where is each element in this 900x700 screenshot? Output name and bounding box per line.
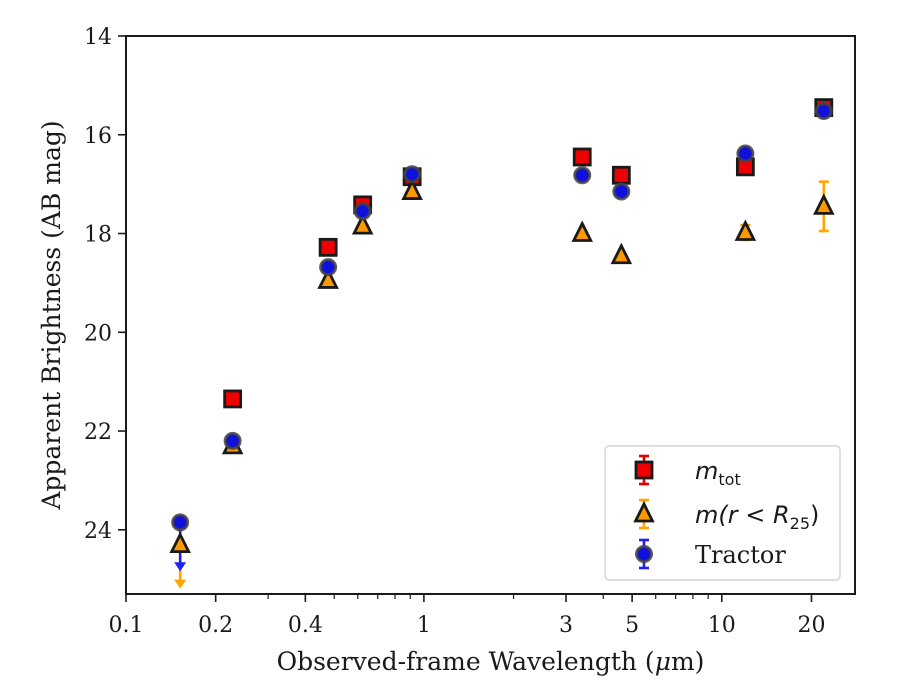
x-tick-label: 0.1 [109, 613, 144, 638]
y-tick-label: 14 [84, 25, 112, 50]
data-point-square [318, 237, 338, 257]
upper-limit-head [174, 579, 187, 589]
data-point-square [611, 165, 631, 185]
x-tick-label: 5 [625, 613, 639, 638]
x-tick-label: 10 [708, 613, 736, 638]
legend-label: m(r < R25) [695, 501, 819, 533]
legend-label-tail: ) [810, 501, 819, 529]
data-point-circle [403, 165, 422, 184]
legend-label: mtot [695, 457, 741, 489]
upper-limit-head [174, 562, 187, 572]
y-axis-label: Apparent Brightness (AB mag) [37, 120, 66, 510]
y-tick-label: 18 [84, 223, 112, 248]
data-point-triangle [351, 212, 374, 235]
data-point-triangle [401, 178, 423, 200]
series-square [223, 98, 834, 409]
data-point-circle [573, 166, 592, 185]
axes: 0.1 0.2 0.4 1 3 5 10 20 14 16 18 20 22 24 [84, 25, 825, 638]
legend-entry: mtot [634, 454, 741, 489]
x-axis-label-part: Observed-frame Wavelength ( [277, 647, 655, 676]
y-tick-label: 24 [84, 519, 112, 544]
legend: mtot m(r < R25) Tractor [604, 445, 841, 581]
data-point-triangle [169, 531, 191, 554]
x-axis-label-greek: μ [655, 647, 671, 676]
data-point-triangle [734, 219, 757, 241]
x-tick-label: 0.4 [288, 613, 323, 638]
legend-label-main: m [695, 457, 718, 485]
x-tick-label: 20 [797, 613, 825, 638]
data-point-triangle [317, 267, 339, 289]
data-point-circle [353, 202, 372, 221]
x-axis-label-part: m) [671, 647, 704, 676]
legend-marker-triangle [633, 500, 655, 523]
data-point-circle [814, 102, 833, 121]
data-point-triangle [571, 220, 593, 242]
legend-label-subscript: 25 [790, 514, 810, 533]
data-point-circle [319, 258, 338, 277]
data-point-circle [171, 513, 190, 532]
y-tick-label: 16 [84, 124, 112, 149]
data-point-triangle [610, 242, 633, 265]
data-point-circle [223, 431, 242, 450]
data-point-square [572, 147, 592, 167]
legend-entry: m(r < R25) [633, 498, 819, 533]
data-point-circle [612, 182, 631, 201]
x-tick-label: 0.2 [198, 613, 233, 638]
legend-label-main: m(r < R [695, 501, 790, 529]
legend-marker-square [634, 460, 654, 480]
x-tick-label: 1 [417, 613, 431, 638]
y-tick-label: 20 [84, 321, 112, 346]
plot-frame [125, 35, 856, 595]
series-circle [171, 102, 833, 532]
data-point-triangle [813, 193, 835, 215]
legend-marker-circle [635, 545, 653, 563]
chart-marks [169, 98, 835, 589]
legend-label-subscript: tot [718, 470, 740, 489]
legend-entry: Tractor [635, 538, 786, 570]
x-axis-label: Observed-frame Wavelength (μm) [277, 647, 705, 676]
x-tick-label: 3 [559, 613, 573, 638]
legend-label: Tractor [695, 541, 786, 569]
data-point-circle [736, 144, 755, 163]
data-point-square [223, 389, 243, 409]
y-tick-label: 22 [84, 420, 112, 445]
legend-box [604, 445, 841, 581]
